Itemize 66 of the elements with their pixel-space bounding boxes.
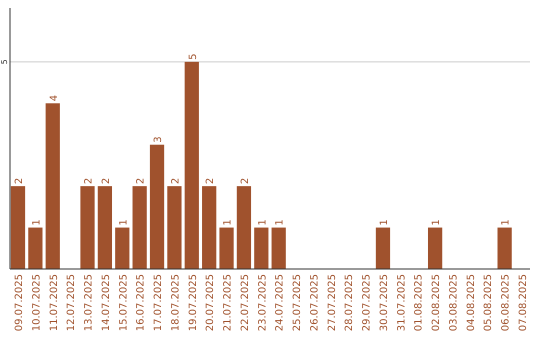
data-label: 2 [136,178,147,184]
x-tick-label: 24.07.2025 [274,274,286,332]
x-tick-label: 01.08.2025 [414,274,425,332]
bar [272,228,286,269]
x-tick-label: 12.07.2025 [66,274,78,332]
data-label: 1 [118,219,130,226]
bar [46,103,60,269]
bar [80,186,95,269]
data-label: 2 [14,178,25,184]
data-label: 1 [274,219,286,226]
data-label: 2 [84,178,95,184]
x-tick-label: 16.07.2025 [136,274,147,332]
x-tick-label: 14.07.2025 [100,274,112,332]
bar [150,144,164,269]
bar [28,228,42,269]
bar [167,186,182,269]
bar [115,228,130,269]
x-tick-label: 21.07.2025 [222,274,234,332]
x-tick-label: 10.07.2025 [31,274,42,332]
x-tick-label: 03.08.2025 [448,274,460,332]
data-label: 1 [222,219,234,226]
bar [236,186,252,269]
bar [10,186,26,269]
bar [219,228,234,269]
data-label: 2 [170,178,182,184]
bar [254,228,268,269]
data-label: 1 [500,219,512,226]
x-tick-label: 09.07.2025 [14,274,25,332]
x-tick-label: 25.07.2025 [292,274,304,332]
bar [184,62,199,269]
data-label: 2 [240,178,251,184]
data-label: 2 [100,178,112,184]
data-label: 2 [205,178,216,184]
x-tick-label: 04.08.2025 [466,274,477,332]
data-label: 1 [378,219,390,226]
data-label: 4 [48,94,60,102]
bar [428,228,442,269]
x-tick-label: 17.07.2025 [153,274,164,332]
x-tick-label: 13.07.2025 [84,274,95,332]
x-tick-label: 06.08.2025 [500,274,512,332]
data-label: 1 [431,219,442,226]
bar [202,186,216,269]
x-tick-label: 19.07.2025 [188,274,199,332]
x-tick-label: 22.07.2025 [240,274,251,332]
x-tick-label: 23.07.2025 [257,274,268,332]
x-tick-label: 27.07.2025 [326,274,338,332]
x-tick-label: 29.07.2025 [362,274,373,332]
x-tick-label: 15.07.2025 [118,274,130,332]
x-tick-label: 20.07.2025 [205,274,216,332]
data-label: 1 [31,219,42,226]
x-tick-label: 18.07.2025 [170,274,182,332]
bar [98,186,112,269]
x-tick-label: 02.08.2025 [431,274,442,332]
x-tick-label: 11.07.2025 [48,274,60,332]
data-label: 5 [188,53,199,60]
bar [132,186,147,269]
x-tick-label: 26.07.2025 [309,274,320,332]
data-label: 1 [257,219,268,226]
x-tick-label: 07.08.2025 [518,274,530,332]
x-tick-label: 31.07.2025 [396,274,408,332]
x-tick-label: 28.07.2025 [344,274,356,332]
bar [498,228,512,269]
data-label: 3 [153,136,164,143]
x-tick-label: 30.07.2025 [378,274,390,332]
bar [376,228,390,269]
x-tick-label: 05.08.2025 [483,274,494,332]
